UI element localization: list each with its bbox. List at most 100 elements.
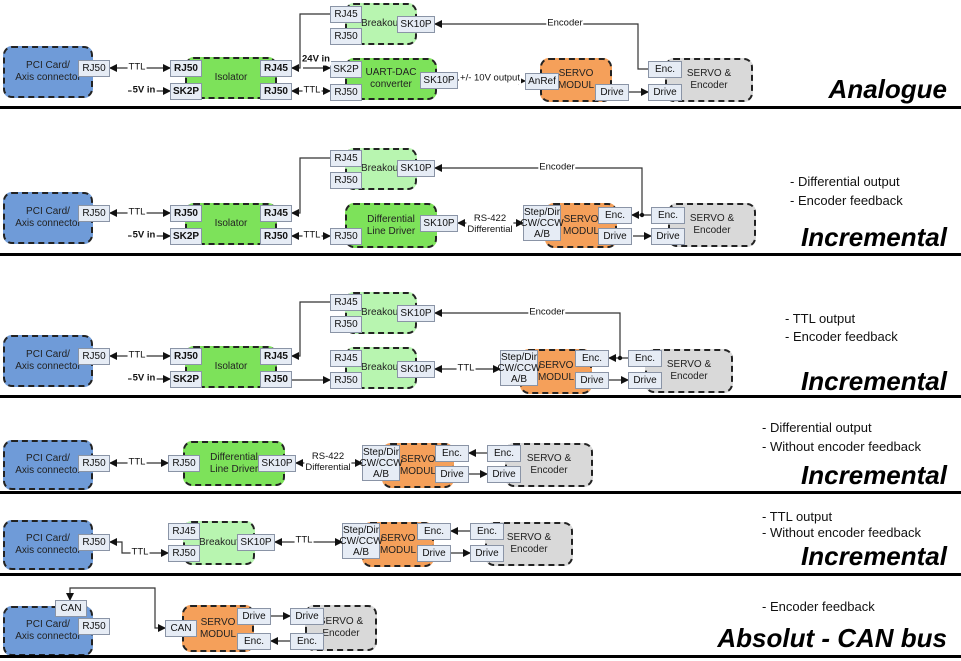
port-connector: Enc. — [598, 207, 632, 224]
port-connector: Enc. — [470, 523, 504, 540]
port-connector: RJ45 — [260, 348, 292, 365]
port-connector: RJ50 — [78, 455, 110, 472]
section-divider — [0, 253, 961, 256]
section-note: - Differential output — [762, 420, 872, 435]
port-connector: Drive — [575, 372, 609, 389]
section-divider — [0, 573, 961, 576]
port-connector: RJ50 — [260, 371, 292, 388]
line-label: TTL — [127, 61, 147, 74]
port-connector: Drive — [598, 228, 632, 245]
port-connector: Enc. — [628, 350, 662, 367]
line-label: 24V in — [301, 53, 331, 66]
line-label: TTL — [302, 84, 322, 97]
port-connector: Step/Dir CW/CCW A/B — [520, 205, 564, 241]
port-connector: Step/Dir CW/CCW A/B — [497, 350, 541, 386]
section-note: - Encoder feedback — [762, 599, 875, 614]
connection-wire — [434, 164, 643, 215]
port-connector: RJ50 — [168, 545, 200, 562]
section-title: Incremental — [801, 222, 947, 252]
connection-wire — [291, 157, 330, 217]
port-connector: RJ45 — [330, 294, 362, 311]
port-connector: RJ50 — [78, 348, 110, 365]
connection-wire — [434, 20, 648, 70]
port-connector: Enc. — [417, 523, 451, 540]
port-connector: RJ50 — [170, 205, 202, 222]
port-connector: Drive — [648, 84, 682, 101]
line-label: 5V in — [131, 84, 157, 97]
line-label: RS-422 Differential — [304, 451, 352, 474]
port-connector: SK10P — [397, 361, 435, 378]
section-title: Incremental — [801, 366, 947, 396]
port-connector: SK2P — [330, 61, 362, 78]
port-connector: SK10P — [397, 16, 435, 33]
section-divider — [0, 491, 961, 494]
port-connector: RJ50 — [330, 84, 362, 101]
section-note: - Encoder feedback — [790, 193, 903, 208]
port-connector: RJ45 — [330, 6, 362, 23]
port-connector: RJ50 — [330, 372, 362, 389]
port-connector: Enc. — [651, 207, 685, 224]
section-title: Incremental — [801, 460, 947, 490]
port-connector: Drive — [487, 466, 521, 483]
port-connector: CAN — [55, 600, 87, 617]
port-connector: Enc. — [487, 445, 521, 462]
port-connector: SK2P — [170, 228, 202, 245]
port-connector: RJ45 — [168, 523, 200, 540]
port-connector: RJ50 — [78, 618, 110, 635]
section-note: - Without encoder feedback — [762, 525, 921, 540]
port-connector: RJ50 — [170, 348, 202, 365]
section-divider — [0, 395, 961, 398]
port-connector: Drive — [651, 228, 685, 245]
port-connector: RJ45 — [260, 60, 292, 77]
port-connector: Enc. — [290, 633, 324, 650]
line-label: Encoder — [528, 306, 566, 319]
port-connector: SK2P — [170, 371, 202, 388]
port-connector: SK2P — [170, 83, 202, 100]
line-label: TTL — [456, 362, 476, 375]
port-connector: RJ50 — [260, 228, 292, 245]
port-connector: Drive — [435, 466, 469, 483]
section-divider — [0, 106, 961, 109]
port-connector: Drive — [290, 608, 324, 625]
line-label: TTL — [127, 349, 147, 362]
connection-wire — [291, 13, 330, 72]
line-label: TTL — [294, 534, 314, 547]
port-connector: Enc. — [435, 445, 469, 462]
port-connector: Enc. — [237, 633, 271, 650]
line-label: TTL — [302, 229, 322, 242]
junction-dot — [639, 212, 645, 218]
section-title: Incremental — [801, 541, 947, 571]
section-note: - TTL output — [785, 311, 856, 326]
port-connector: Drive — [417, 545, 451, 562]
port-connector: RJ50 — [170, 60, 202, 77]
port-connector: Enc. — [648, 61, 682, 78]
port-connector: SK10P — [258, 455, 296, 472]
section-title: Absolut - CAN bus — [717, 623, 947, 653]
port-connector: RJ50 — [330, 316, 362, 333]
port-connector: Drive — [470, 545, 504, 562]
line-label: TTL — [127, 206, 147, 219]
line-label: +/- 10V output — [459, 72, 521, 85]
port-connector: SK10P — [397, 160, 435, 177]
line-label: 5V in — [131, 229, 157, 242]
port-connector: SK10P — [397, 305, 435, 322]
port-connector: SK10P — [420, 215, 458, 232]
section-note: - Encoder feedback — [785, 329, 898, 344]
port-connector: RJ50 — [78, 205, 110, 222]
port-connector: RJ50 — [78, 60, 110, 77]
port-connector: Drive — [595, 84, 629, 101]
port-connector: RJ45 — [260, 205, 292, 222]
line-label: 5V in — [131, 372, 157, 385]
section-title: Analogue — [828, 74, 947, 104]
port-connector: RJ50 — [330, 228, 362, 245]
line-label: Encoder — [538, 161, 576, 174]
port-connector: RJ50 — [168, 455, 200, 472]
port-connector: RJ45 — [330, 150, 362, 167]
connection-wire — [434, 309, 621, 358]
port-connector: AnRef — [525, 73, 559, 90]
port-connector: SK10P — [237, 534, 275, 551]
connection-wire — [291, 301, 330, 360]
section-note: - TTL output — [762, 509, 833, 524]
port-connector: RJ45 — [330, 350, 362, 367]
